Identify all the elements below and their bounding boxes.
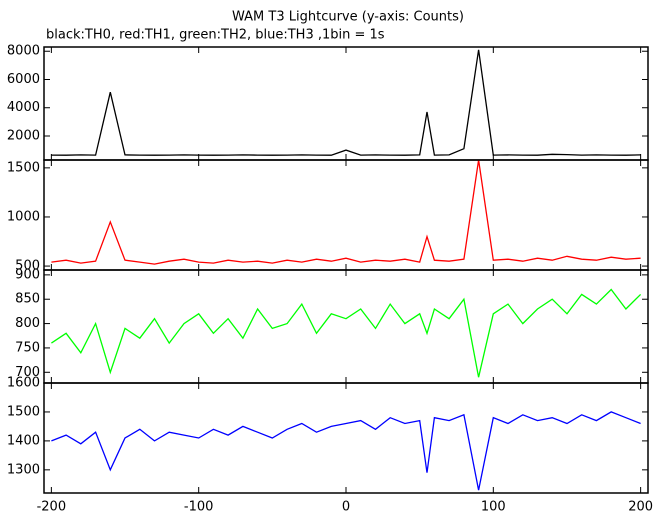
y-tick-label: 500 [15, 259, 40, 274]
chart-subtitle: black:TH0, red:TH1, green:TH2, blue:TH3 … [46, 28, 385, 43]
x-tick-label: 200 [628, 500, 653, 515]
y-tick-label: 1600 [7, 376, 40, 391]
y-tick-label: 800 [15, 316, 40, 331]
y-tick-label: 4000 [7, 100, 40, 115]
x-tick-label: -200 [37, 500, 67, 515]
chart-title: WAM T3 Lightcurve (y-axis: Counts) [232, 10, 464, 25]
series-line [51, 159, 641, 265]
panel-frame [43, 159, 649, 271]
x-tick-label: -100 [184, 500, 214, 515]
panel-frame [43, 46, 649, 161]
y-tick-label: 6000 [7, 72, 40, 87]
y-tick-label: 2000 [7, 128, 40, 143]
series-line [51, 411, 641, 491]
series-line [51, 49, 641, 156]
y-tick-label: 1000 [7, 209, 40, 224]
y-tick-label: 1500 [7, 404, 40, 419]
y-tick-label: 700 [15, 365, 40, 380]
y-tick-label: 1300 [7, 462, 40, 477]
y-tick-label: 8000 [7, 44, 40, 59]
y-tick-label: 1400 [7, 433, 40, 448]
panel-frame [43, 382, 649, 494]
x-tick-label: 0 [342, 500, 350, 515]
y-tick-label: 900 [15, 267, 40, 282]
panel-frame [43, 269, 649, 384]
x-tick-label: 100 [481, 500, 506, 515]
series-line [51, 288, 642, 378]
y-tick-label: 1500 [7, 160, 40, 175]
y-tick-label: 850 [15, 292, 40, 307]
y-tick-label: 750 [15, 340, 40, 355]
